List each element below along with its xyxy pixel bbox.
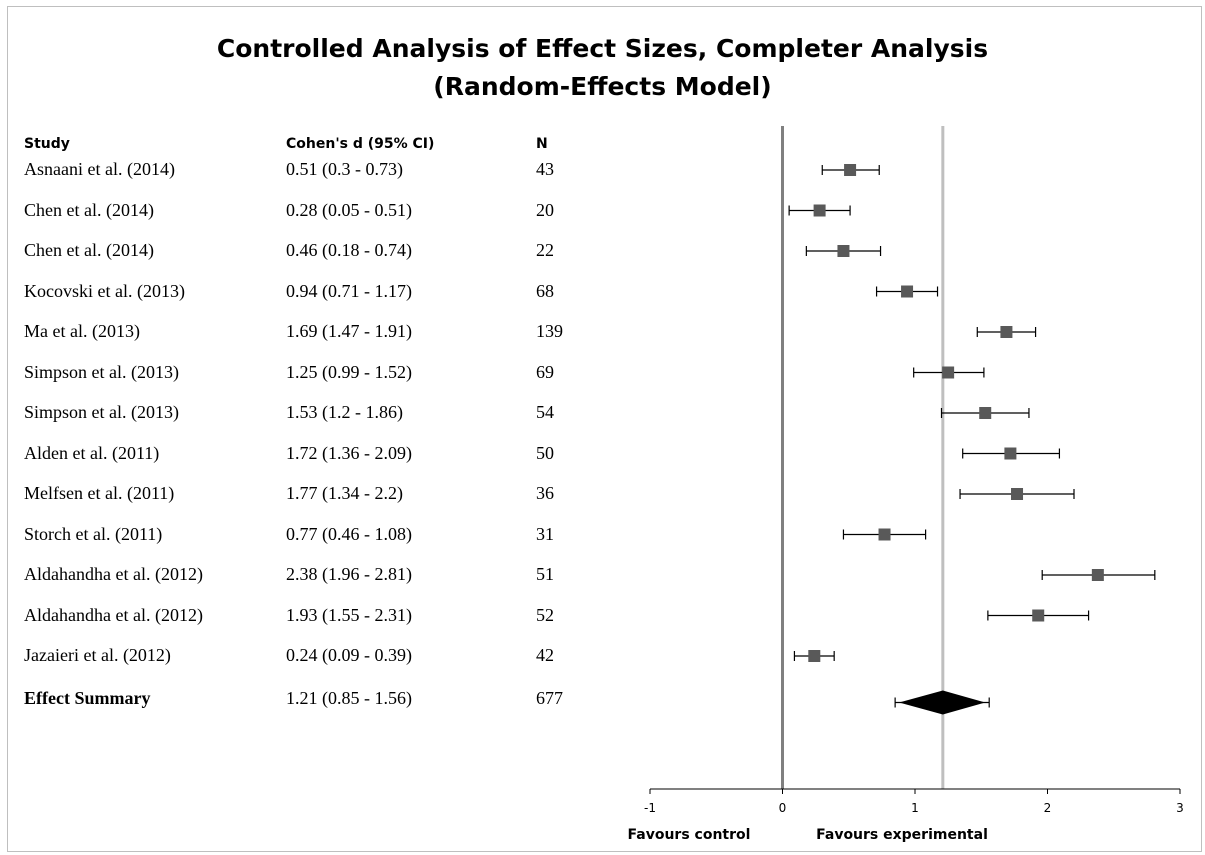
study-name: Jazaieri et al. (2012) bbox=[24, 645, 171, 665]
effect-size-ci: 2.38 (1.96 - 2.81) bbox=[286, 564, 412, 584]
summary-sample-size: 677 bbox=[536, 687, 563, 708]
effect-marker bbox=[1000, 326, 1013, 338]
study-name: Chen et al. (2014) bbox=[24, 240, 154, 260]
effect-size-ci: 1.72 (1.36 - 2.09) bbox=[286, 442, 412, 463]
column-header-effect: Cohen's d (95% CI) bbox=[286, 136, 435, 152]
sample-size: 20 bbox=[536, 199, 554, 220]
effect-marker bbox=[1004, 447, 1017, 460]
effect-marker bbox=[844, 164, 857, 176]
effect-marker bbox=[1032, 609, 1045, 622]
effect-marker bbox=[878, 528, 891, 541]
x-tick-label: 1 bbox=[911, 801, 919, 815]
study-name: Simpson et al. (2013) bbox=[24, 402, 179, 422]
study-name: Alden et al. (2011) bbox=[24, 442, 160, 463]
x-tick-label: -1 bbox=[644, 801, 656, 815]
sample-size: 51 bbox=[536, 564, 554, 584]
effect-size-ci: 1.53 (1.2 - 1.86) bbox=[286, 402, 403, 422]
effect-marker bbox=[979, 407, 992, 419]
effect-size-ci: 0.46 (0.18 - 0.74) bbox=[286, 240, 412, 260]
effect-size-ci: 1.93 (1.55 - 2.31) bbox=[286, 604, 412, 625]
sample-size: 52 bbox=[536, 604, 554, 625]
study-name: Simpson et al. (2013) bbox=[24, 361, 179, 382]
chart-frame bbox=[7, 6, 1202, 852]
effect-marker bbox=[837, 245, 850, 257]
x-tick-label: 3 bbox=[1176, 801, 1184, 815]
favours-control-caption: Favours control bbox=[628, 827, 751, 843]
chart-title-line-2: (Random-Effects Model) bbox=[433, 72, 772, 101]
study-name: Kocovski et al. (2013) bbox=[24, 280, 185, 301]
effect-marker bbox=[1091, 569, 1104, 581]
effect-size-ci: 1.69 (1.47 - 1.91) bbox=[286, 321, 412, 341]
effect-size-ci: 0.24 (0.09 - 0.39) bbox=[286, 645, 412, 665]
study-name: Melfsen et al. (2011) bbox=[24, 483, 175, 503]
sample-size: 69 bbox=[536, 361, 554, 382]
effect-marker bbox=[813, 204, 826, 217]
study-name: Storch et al. (2011) bbox=[24, 523, 163, 544]
effect-size-ci: 0.51 (0.3 - 0.73) bbox=[286, 159, 403, 179]
sample-size: 43 bbox=[536, 159, 554, 179]
study-name: Ma et al. (2013) bbox=[24, 321, 140, 341]
sample-size: 22 bbox=[536, 240, 554, 260]
sample-size: 139 bbox=[536, 321, 563, 341]
effect-marker bbox=[808, 650, 821, 662]
study-name: Aldahandha et al. (2012) bbox=[24, 604, 203, 625]
sample-size: 54 bbox=[536, 402, 554, 422]
summary-diamond bbox=[899, 690, 986, 715]
column-header-study: Study bbox=[24, 136, 70, 152]
effect-size-ci: 0.94 (0.71 - 1.17) bbox=[286, 280, 412, 301]
chart-title-line-1: Controlled Analysis of Effect Sizes, Com… bbox=[216, 34, 989, 63]
study-name: Aldahandha et al. (2012) bbox=[24, 564, 203, 584]
effect-marker bbox=[901, 285, 914, 298]
effect-size-ci: 1.77 (1.34 - 2.2) bbox=[286, 483, 403, 503]
sample-size: 68 bbox=[536, 280, 554, 301]
summary-effect-ci: 1.21 (0.85 - 1.56) bbox=[286, 687, 412, 708]
study-name: Chen et al. (2014) bbox=[24, 199, 154, 220]
sample-size: 31 bbox=[536, 523, 554, 544]
x-tick-label: 0 bbox=[779, 801, 787, 815]
effect-marker bbox=[942, 366, 955, 379]
favours-experimental-caption: Favours experimental bbox=[816, 827, 988, 843]
effect-size-ci: 1.25 (0.99 - 1.52) bbox=[286, 361, 412, 382]
summary-label: Effect Summary bbox=[24, 687, 151, 708]
effect-marker bbox=[1011, 488, 1024, 500]
sample-size: 50 bbox=[536, 442, 554, 463]
sample-size: 42 bbox=[536, 645, 554, 665]
effect-size-ci: 0.77 (0.46 - 1.08) bbox=[286, 523, 412, 544]
column-header-n: N bbox=[536, 136, 548, 152]
effect-size-ci: 0.28 (0.05 - 0.51) bbox=[286, 199, 412, 220]
x-tick-label: 2 bbox=[1044, 801, 1052, 815]
study-name: Asnaani et al. (2014) bbox=[24, 159, 175, 179]
sample-size: 36 bbox=[536, 483, 554, 503]
